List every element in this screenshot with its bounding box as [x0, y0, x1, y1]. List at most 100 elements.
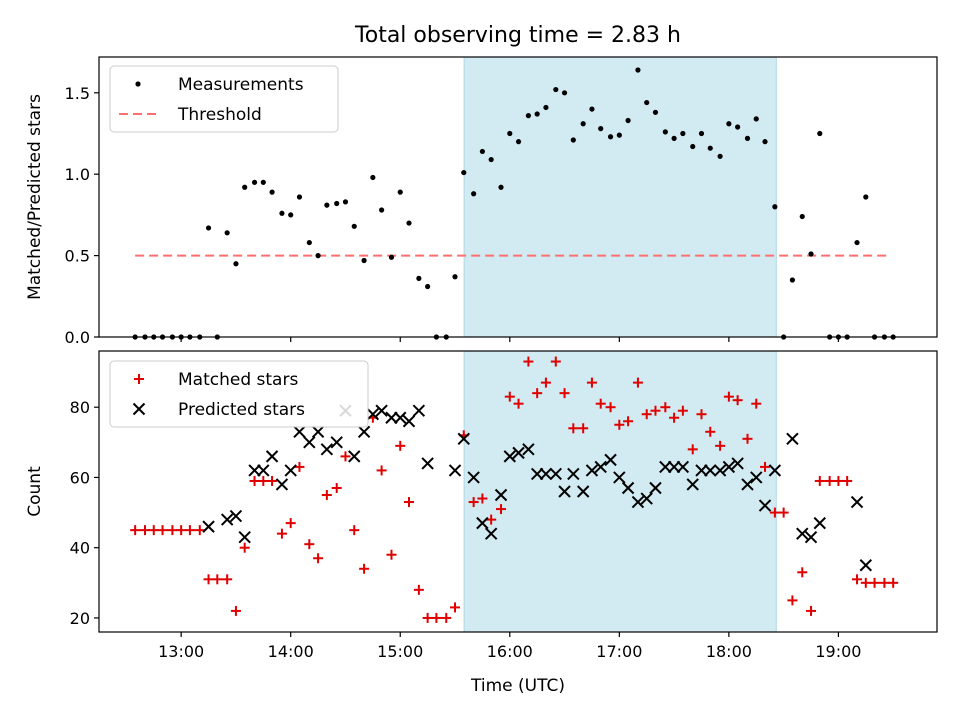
matched-point — [258, 475, 269, 486]
x-b — [786, 432, 799, 446]
matched-stars-series — [130, 356, 899, 623]
predicted-point — [293, 425, 306, 438]
matched-point — [806, 605, 817, 616]
x-b — [202, 520, 215, 533]
measurement-point — [288, 212, 294, 218]
matched-point — [386, 549, 397, 560]
y-tick-label: 60 — [70, 468, 90, 487]
measurement-point — [425, 283, 431, 290]
matched-point — [669, 412, 680, 423]
x-b — [631, 495, 645, 509]
x-b — [731, 457, 744, 470]
matched-point — [450, 602, 461, 613]
bottom-legend: Matched stars Predicted stars — [109, 360, 369, 428]
x-b — [530, 467, 544, 481]
measurement-point — [488, 156, 494, 163]
y-tick-label: 80 — [70, 398, 90, 417]
measurement-point — [680, 130, 686, 137]
matched-point — [203, 574, 214, 585]
matched-point — [797, 567, 808, 578]
matched-point — [751, 398, 762, 409]
measurement-point — [652, 109, 659, 115]
predicted-point — [229, 509, 243, 523]
matched-point — [559, 388, 570, 399]
matched-point — [888, 577, 899, 588]
predicted-point — [330, 436, 343, 449]
measurement-point — [534, 111, 540, 117]
x-b — [357, 425, 371, 438]
measurement-point — [397, 189, 403, 195]
legend-box — [109, 360, 369, 428]
matched-point — [304, 539, 315, 550]
matched-point — [376, 465, 387, 476]
matched-point — [340, 451, 351, 462]
predicted-point — [686, 478, 699, 491]
x-b — [649, 481, 662, 495]
matched-point — [760, 461, 771, 472]
predicted-point — [530, 467, 544, 481]
x-b — [713, 464, 727, 477]
measurement-point — [471, 191, 477, 197]
predicted-point — [348, 450, 361, 463]
x-b — [859, 559, 873, 572]
matched-point — [650, 405, 661, 416]
y-tick-label: 1.0 — [65, 165, 90, 184]
x-b — [320, 443, 334, 456]
matched-point — [184, 525, 195, 536]
legend-matched-label: Matched stars — [178, 370, 298, 390]
matched-point — [496, 504, 507, 515]
predicted-point — [284, 464, 297, 477]
x-b — [567, 467, 580, 481]
x-b — [512, 446, 525, 460]
measurement-point — [388, 254, 395, 260]
matched-point — [349, 525, 360, 536]
measurement-point — [416, 275, 422, 281]
x-b — [348, 450, 361, 463]
matched-point — [395, 440, 406, 451]
legend-threshold-label: Threshold — [177, 105, 262, 125]
matched-point — [140, 525, 151, 536]
matched-point — [523, 356, 534, 367]
matched-point — [696, 409, 707, 420]
matched-point — [413, 584, 424, 595]
predicted-point — [859, 559, 873, 572]
bottom-shaded-span — [463, 350, 777, 633]
x-b — [558, 485, 571, 498]
predicted-point — [265, 450, 279, 463]
matched-point — [879, 577, 890, 588]
x-b — [132, 402, 146, 416]
predicted-point — [402, 415, 416, 428]
legend-predicted-swatch — [132, 402, 146, 416]
x-b — [366, 408, 380, 421]
predicted-point — [503, 450, 516, 463]
measurement-point — [635, 67, 641, 73]
x-b — [412, 404, 426, 417]
measurement-point — [279, 210, 285, 216]
x-b — [238, 530, 251, 544]
predicted-point — [202, 520, 215, 533]
predicted-point — [704, 464, 717, 477]
predicted-point — [768, 464, 782, 477]
x-b — [585, 464, 599, 477]
x-b — [229, 509, 243, 523]
measurement-point — [607, 134, 614, 140]
measurement-point — [342, 199, 349, 205]
measurement-point — [717, 153, 723, 159]
matched-point — [677, 405, 688, 416]
measurement-point — [662, 129, 668, 135]
measurement-point — [406, 220, 412, 226]
x-b — [659, 460, 672, 474]
matched-point — [769, 507, 780, 518]
x-b — [457, 432, 470, 446]
matched-point — [715, 440, 726, 451]
predicted-point — [248, 464, 261, 477]
measurement-point — [854, 239, 860, 246]
predicted-point — [303, 436, 316, 449]
measurement-point — [561, 90, 568, 96]
predicted-point — [813, 516, 826, 530]
x-tick-label: 19:00 — [815, 642, 861, 661]
matched-point — [605, 402, 616, 413]
x-b — [394, 411, 407, 424]
measurement-point — [334, 200, 340, 207]
matched-point — [869, 577, 880, 588]
